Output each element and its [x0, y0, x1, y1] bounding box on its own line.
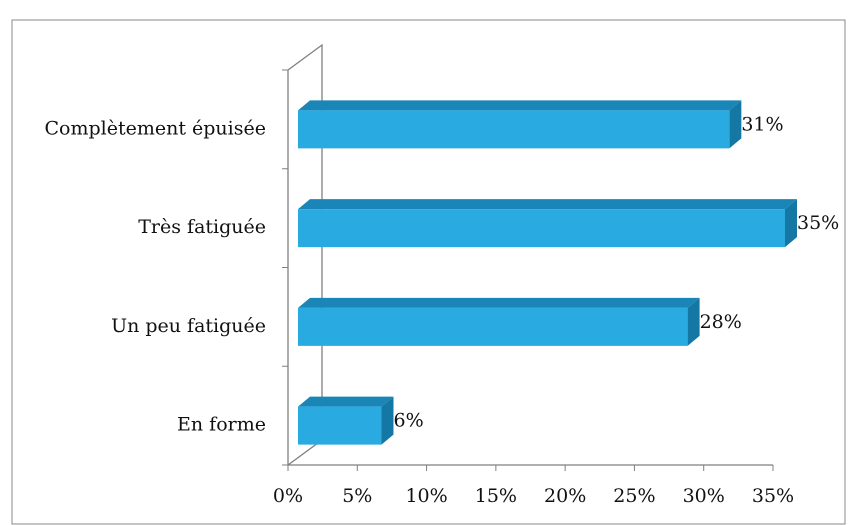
bar-top — [298, 396, 394, 407]
chart-frame — [11, 19, 846, 525]
bar-top — [298, 199, 797, 210]
bar-side — [785, 199, 797, 248]
bar-side — [687, 297, 700, 346]
data-label: 28% — [700, 311, 742, 333]
bar — [298, 406, 382, 445]
bar-top — [298, 100, 742, 111]
y-tick-label: Un peu fatiguée — [111, 315, 266, 337]
x-tick-label: 10% — [405, 485, 447, 507]
data-label: 35% — [797, 212, 839, 234]
x-tick-label: 0% — [273, 485, 303, 507]
x-tick-label: 20% — [544, 485, 586, 507]
x-tick-label: 25% — [613, 485, 655, 507]
data-label: 31% — [741, 113, 783, 135]
x-tick-label: 30% — [683, 485, 725, 507]
x-tick-label: 35% — [752, 485, 794, 507]
y-tick-label: En forme — [177, 414, 266, 436]
bar — [298, 307, 688, 346]
bar — [298, 110, 730, 149]
bar-top — [298, 297, 700, 308]
bar — [298, 209, 785, 248]
x-tick-label: 15% — [475, 485, 517, 507]
y-tick-label: Complètement épuisée — [45, 117, 267, 139]
data-label: 6% — [393, 410, 423, 432]
bar-side — [729, 100, 742, 149]
y-tick-label: Très fatiguée — [138, 216, 266, 238]
x-tick-label: 5% — [342, 485, 372, 507]
bar-side — [381, 396, 394, 445]
